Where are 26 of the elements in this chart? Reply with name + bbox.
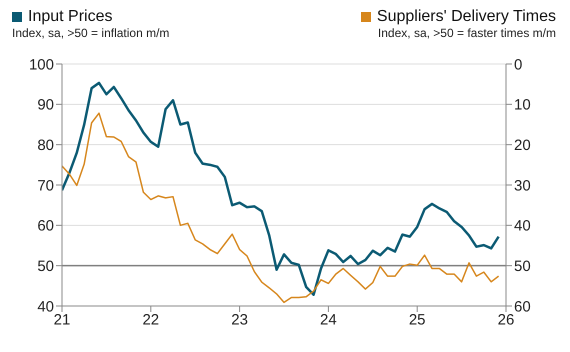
y2-tick-label: 60 (514, 298, 531, 316)
y2-tick-label: 0 (514, 56, 522, 74)
y-tick-label: 50 (37, 258, 54, 275)
y-tick-label: 80 (37, 136, 54, 154)
line-series (62, 82, 500, 296)
y-tick-label: 100 (28, 56, 54, 74)
legend-label: Suppliers' Delivery Times (376, 8, 556, 26)
x-tick-label: 26 (498, 312, 514, 329)
y2-axis-title: Index, sa, >50 = faster times m/m (376, 26, 556, 40)
y-tick-label: 70 (37, 177, 54, 194)
y-axis-title: Index, sa, >50 = inflation m/m (12, 26, 170, 40)
x-tick-label: 21 (54, 312, 70, 329)
y2-tick-label: 30 (514, 177, 531, 194)
line-series (62, 112, 500, 304)
y-tick-label: 90 (37, 96, 54, 114)
x-tick-label: 23 (231, 312, 248, 329)
x-tick-label: 24 (320, 312, 337, 329)
x-tick-label: 25 (408, 312, 426, 329)
y-tick-label: 60 (37, 218, 54, 235)
y2-tick-label: 50 (514, 258, 531, 275)
y2-tick-label: 20 (514, 136, 531, 154)
y-tick-label: 40 (37, 298, 54, 316)
legend-label: Input Prices (27, 8, 114, 26)
y2-tick-label: 40 (514, 218, 531, 235)
y2-tick-label: 10 (514, 96, 531, 114)
x-tick-label: 22 (142, 312, 160, 329)
